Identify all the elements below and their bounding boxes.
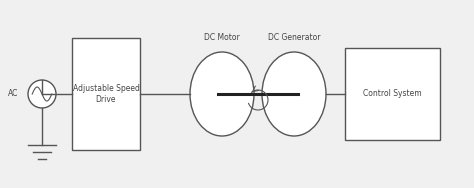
Bar [345, 48, 440, 140]
Ellipse shape [262, 52, 326, 136]
Text: DC Motor: DC Motor [204, 33, 240, 42]
Text: Control System: Control System [363, 89, 422, 99]
Text: Adjustable Speed
Drive: Adjustable Speed Drive [73, 84, 139, 104]
Ellipse shape [190, 52, 254, 136]
Bar [72, 38, 140, 150]
Text: AC: AC [8, 89, 18, 99]
Text: DC Generator: DC Generator [268, 33, 320, 42]
Circle shape [28, 80, 56, 108]
